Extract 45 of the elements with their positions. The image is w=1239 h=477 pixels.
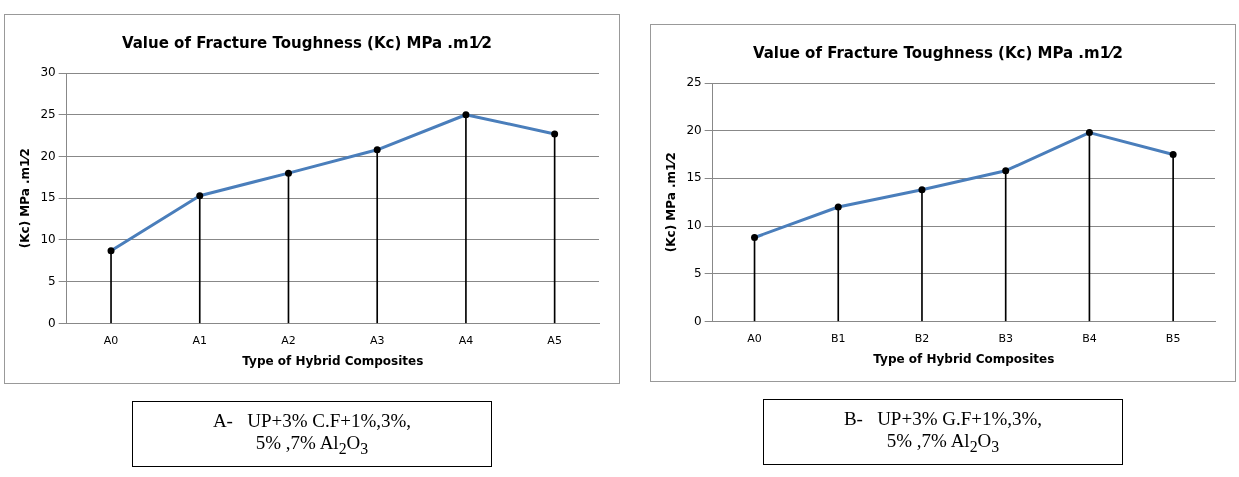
x-axis-title: Type of Hybrid Composites [873, 351, 1055, 366]
chart-title: Value of Fracture Toughness (Kc) MPa .m1⁄2 [752, 43, 1124, 62]
x-tick-label: A5 [547, 333, 562, 347]
y-tick-label: 20 [40, 148, 56, 163]
y-tick-label: 15 [40, 190, 56, 205]
point [751, 233, 759, 241]
x-tick-label: A4 [458, 333, 474, 347]
y-tick-label: 25 [40, 106, 56, 121]
y-axis-title: (Kc) MPa .m1⁄2 [18, 148, 33, 249]
y-tick-label: 5 [48, 273, 56, 288]
point [918, 186, 926, 194]
point [834, 203, 842, 211]
y-axis-title: (Kc) MPa .m1⁄2 [664, 152, 679, 253]
y-tick-label: 0 [694, 313, 702, 328]
x-tick-label: B1 [830, 331, 846, 345]
point [462, 111, 470, 119]
x-tick-label: B2 [914, 331, 930, 345]
y-tick-label: 0 [48, 315, 56, 330]
x-tick-label: A0 [103, 333, 119, 347]
y-tick-label: 15 [686, 170, 702, 185]
point [551, 130, 559, 138]
x-tick-label: B5 [1165, 331, 1181, 345]
x-tick-label: A0 [747, 331, 762, 345]
y-tick-label: 5 [694, 265, 702, 280]
x-tick-label: B3 [998, 331, 1013, 345]
point [196, 192, 204, 200]
x-tick-label: A2 [281, 333, 296, 347]
point [1169, 151, 1177, 159]
x-tick-label: A1 [192, 333, 208, 347]
x-tick-label: B4 [1082, 331, 1097, 345]
point [1002, 167, 1010, 175]
y-tick-label: 10 [686, 218, 702, 233]
y-tick-label: 20 [686, 122, 702, 137]
chart-title: Value of Fracture Toughness (Kc) MPa .m1⁄2 [121, 33, 493, 52]
point [1085, 129, 1093, 137]
x-tick-label: A3 [369, 333, 385, 347]
point [284, 169, 292, 177]
point [373, 146, 381, 154]
point [107, 247, 115, 255]
y-tick-label: 30 [40, 65, 56, 80]
x-axis-title: Type of Hybrid Composites [242, 353, 424, 368]
y-tick-label: 10 [40, 232, 56, 247]
text: A- UP+3% C.F+1%,3%, 5% ,7% Al$_{2}$O$_{3}$ [132, 401, 492, 467]
text: B- UP+3% G.F+1%,3%, 5% ,7% Al$_{2}$O$_{3}$ [763, 399, 1123, 465]
y-tick-label: 25 [686, 75, 702, 90]
